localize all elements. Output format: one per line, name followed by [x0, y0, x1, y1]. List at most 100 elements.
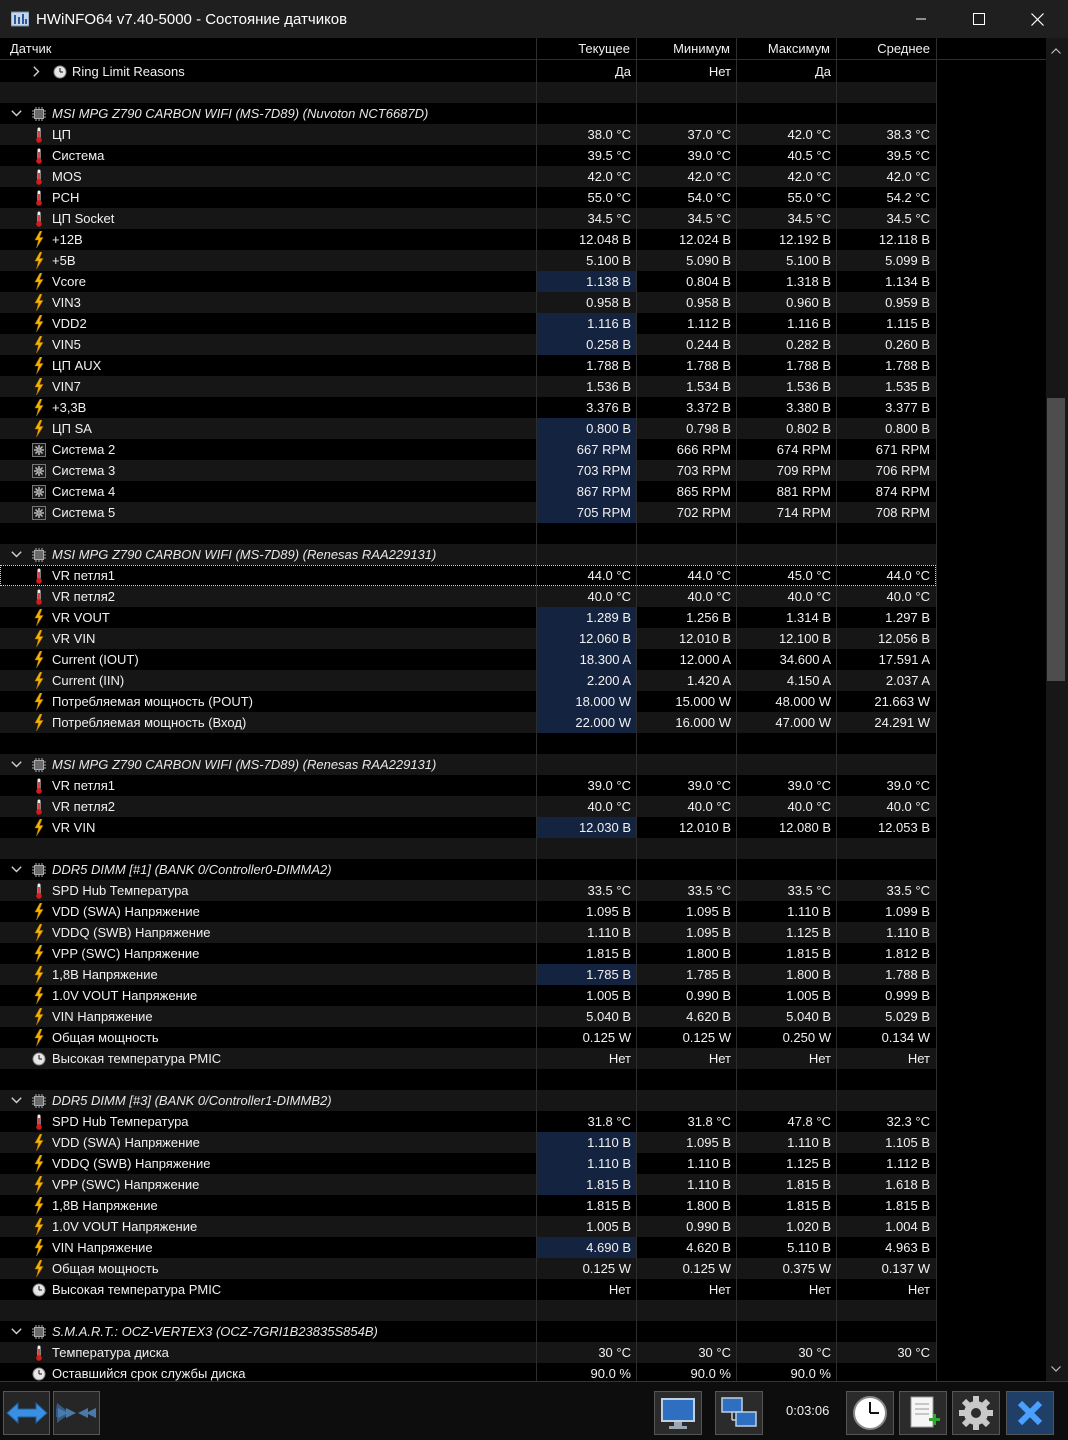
- sensor-row[interactable]: Система 4 867 RPM 865 RPM 881 RPM 874 RPM: [0, 481, 936, 502]
- sensor-row[interactable]: +5В 5.100 В 5.090 В 5.100 В 5.099 В: [0, 250, 936, 271]
- sensor-row[interactable]: Current (IOUT) 18.300 A 12.000 A 34.600 A 17…: [0, 649, 936, 670]
- sensor-group-row[interactable]: DDR5 DIMM [#3] (BANK 0/Controller1-DIMMB…: [0, 1090, 936, 1111]
- sensor-row[interactable]: VIN7 1.536 В 1.534 В 1.536 В 1.535 В: [0, 376, 936, 397]
- sensor-row[interactable]: VR VIN 12.060 В 12.010 В 12.100 В 12.056 В: [0, 628, 936, 649]
- sensor-row[interactable]: VDD (SWA) Напряжение 1.095 В 1.095 В 1.110 …: [0, 901, 936, 922]
- sensor-row[interactable]: VIN3 0.958 В 0.958 В 0.960 В 0.959 В: [0, 292, 936, 313]
- sensor-row[interactable]: Vcore 1.138 В 0.804 В 1.318 В 1.134 В: [0, 271, 936, 292]
- sensor-row[interactable]: Температура диска 30 °C 30 °C 30 °C 30 °C: [0, 1342, 936, 1363]
- sensor-row[interactable]: Current (IIN) 2.200 A 1.420 A 4.150 A 2.037 …: [0, 670, 936, 691]
- sensor-row[interactable]: VR VOUT 1.289 В 1.256 В 1.314 В 1.297 В: [0, 607, 936, 628]
- sensor-row[interactable]: Система 3 703 RPM 703 RPM 709 RPM 706 RPM: [0, 460, 936, 481]
- logging-button[interactable]: [899, 1391, 947, 1435]
- scroll-down-button[interactable]: [1046, 1360, 1066, 1377]
- sensor-row[interactable]: Система 5 705 RPM 702 RPM 714 RPM 708 RPM: [0, 502, 936, 523]
- current-value: 4.690 В: [537, 1237, 637, 1258]
- sensor-row[interactable]: VR петля2 40.0 °C 40.0 °C 40.0 °C 40.0 °C: [0, 796, 936, 817]
- header-current[interactable]: Текущее: [578, 41, 630, 56]
- sensor-row[interactable]: VR петля1 39.0 °C 39.0 °C 39.0 °C 39.0 °C: [0, 775, 936, 796]
- chevron-down-icon[interactable]: [8, 103, 24, 124]
- sensor-label: VIN Напряжение: [52, 1009, 153, 1024]
- current-value: 34.5 °C: [587, 211, 631, 226]
- sensor-row[interactable]: +3,3В 3.376 В 3.372 В 3.380 В 3.377 В: [0, 397, 936, 418]
- sensor-row[interactable]: Ring Limit Reasons Да Нет Да: [0, 61, 936, 82]
- sensor-row[interactable]: ЦП AUX 1.788 В 1.788 В 1.788 В 1.788 В: [0, 355, 936, 376]
- column-divider: [636, 38, 637, 1381]
- minimize-button[interactable]: [892, 0, 950, 38]
- current-value: 5.100 В: [586, 253, 631, 268]
- current-value: 39.5 °C: [587, 148, 631, 163]
- sensor-row[interactable]: ЦП SA 0.800 В 0.798 В 0.802 В 0.800 В: [0, 418, 936, 439]
- sensor-group-row[interactable]: S.M.A.R.T.: OCZ-VERTEX3 (OCZ-7GRI1B23835…: [0, 1321, 936, 1342]
- sensor-row[interactable]: VIN Напряжение 5.040 В 4.620 В 5.040 В 5.029…: [0, 1006, 936, 1027]
- sensor-label: Current (IIN): [52, 673, 125, 688]
- sensor-row[interactable]: Оставшийся срок службы диска 90.0 % 90.0 %…: [0, 1363, 936, 1381]
- vertical-scrollbar[interactable]: [1046, 38, 1068, 1381]
- sensor-row[interactable]: MOS 42.0 °C 42.0 °C 42.0 °C 42.0 °C: [0, 166, 936, 187]
- minimum-value: 1.110 В: [687, 1156, 731, 1171]
- sensor-group-row[interactable]: MSI MPG Z790 CARBON WIFI (MS-7D89) (Rene…: [0, 754, 936, 775]
- sensor-row[interactable]: ЦП Socket 34.5 °C 34.5 °C 34.5 °C 34.5 °C: [0, 208, 936, 229]
- sensor-row[interactable]: VDDQ (SWB) Напряжение 1.110 В 1.095 В 1.125…: [0, 922, 936, 943]
- scroll-up-button[interactable]: [1046, 42, 1066, 59]
- reset-timer-button[interactable]: [846, 1391, 894, 1435]
- expand-columns-button[interactable]: [3, 1391, 50, 1435]
- maximum-value: Нет: [808, 1282, 831, 1297]
- monitor-button[interactable]: [654, 1391, 702, 1435]
- chevron-right-icon[interactable]: [28, 61, 44, 82]
- sensor-row[interactable]: 1,8В Напряжение 1.785 В 1.785 В 1.800 В 1.78…: [0, 964, 936, 985]
- minimum-value: 12.000 A: [679, 652, 731, 667]
- header-average[interactable]: Среднее: [877, 41, 930, 56]
- sensor-row[interactable]: PCH 55.0 °C 54.0 °C 55.0 °C 54.2 °C: [0, 187, 936, 208]
- current-value: 40.0 °C: [587, 799, 631, 814]
- minimum-value: 0.804 В: [686, 274, 731, 289]
- sensor-row[interactable]: 1,8В Напряжение 1.815 В 1.800 В 1.815 В 1.81…: [0, 1195, 936, 1216]
- header-sensor[interactable]: Датчик: [10, 41, 52, 56]
- chevron-down-icon[interactable]: [8, 754, 24, 775]
- scrollbar-thumb[interactable]: [1047, 398, 1065, 681]
- sensor-row[interactable]: VDDQ (SWB) Напряжение 1.110 В 1.110 В 1.125…: [0, 1153, 936, 1174]
- sensor-group-row[interactable]: MSI MPG Z790 CARBON WIFI (MS-7D89) (Nuvo…: [0, 103, 936, 124]
- sensor-row[interactable]: SPD Hub Температура 33.5 °C 33.5 °C 33.5 °C…: [0, 880, 936, 901]
- sensor-row[interactable]: 1.0V VOUT Напряжение 1.005 В 0.990 В 1.020 …: [0, 1216, 936, 1237]
- sensor-row[interactable]: VIN Напряжение 4.690 В 4.620 В 5.110 В 4.963…: [0, 1237, 936, 1258]
- sensor-row[interactable]: Высокая температура PMIC Нет Нет Нет Нет: [0, 1048, 936, 1069]
- sensor-row[interactable]: Высокая температура PMIC Нет Нет Нет Нет: [0, 1279, 936, 1300]
- sensor-row[interactable]: ЦП 38.0 °C 37.0 °C 42.0 °C 38.3 °C: [0, 124, 936, 145]
- sensor-row[interactable]: VPP (SWC) Напряжение 1.815 В 1.110 В 1.815 …: [0, 1174, 936, 1195]
- collapse-columns-button[interactable]: [53, 1391, 100, 1435]
- header-maximum[interactable]: Максимум: [767, 41, 830, 56]
- sensor-row[interactable]: VR VIN 12.030 В 12.010 В 12.080 В 12.053 В: [0, 817, 936, 838]
- sensor-group-row[interactable]: DDR5 DIMM [#1] (BANK 0/Controller0-DIMMA…: [0, 859, 936, 880]
- sensor-row[interactable]: Потребляемая мощность (POUT) 18.000 W 15.0…: [0, 691, 936, 712]
- sensor-row[interactable]: Общая мощность 0.125 W 0.125 W 0.375 W 0.137…: [0, 1258, 936, 1279]
- settings-button[interactable]: [952, 1391, 1000, 1435]
- lightning-icon: [31, 313, 47, 334]
- chevron-down-icon[interactable]: [8, 1090, 24, 1111]
- sensor-label: VR VOUT: [52, 610, 110, 625]
- sensor-row[interactable]: +12В 12.048 В 12.024 В 12.192 В 12.118 В: [0, 229, 936, 250]
- sensor-group-row[interactable]: MSI MPG Z790 CARBON WIFI (MS-7D89) (Rene…: [0, 544, 936, 565]
- chevron-down-icon[interactable]: [8, 544, 24, 565]
- sensor-row[interactable]: Потребляемая мощность (Вход) 22.000 W 16.0…: [0, 712, 936, 733]
- sensor-row[interactable]: 1.0V VOUT Напряжение 1.005 В 0.990 В 1.005 …: [0, 985, 936, 1006]
- sensor-row[interactable]: VIN5 0.258 В 0.244 В 0.282 В 0.260 В: [0, 334, 936, 355]
- network-button[interactable]: [715, 1391, 763, 1435]
- chevron-down-icon[interactable]: [8, 1321, 24, 1342]
- sensor-row[interactable]: VR петля1 44.0 °C 44.0 °C 45.0 °C 44.0 °C: [0, 565, 936, 586]
- maximize-button[interactable]: [950, 0, 1008, 38]
- close-sensors-button[interactable]: [1006, 1391, 1054, 1435]
- sensor-row[interactable]: VDD2 1.116 В 1.112 В 1.116 В 1.115 В: [0, 313, 936, 334]
- minimum-value: 90.0 %: [690, 1366, 731, 1381]
- sensor-row[interactable]: Система 2 667 RPM 666 RPM 674 RPM 671 RPM: [0, 439, 936, 460]
- close-window-button[interactable]: [1008, 0, 1066, 38]
- sensor-row[interactable]: VR петля2 40.0 °C 40.0 °C 40.0 °C 40.0 °C: [0, 586, 936, 607]
- sensor-row[interactable]: Система 39.5 °C 39.0 °C 40.5 °C 39.5 °C: [0, 145, 936, 166]
- sensor-row[interactable]: VDD (SWA) Напряжение 1.110 В 1.095 В 1.110 …: [0, 1132, 936, 1153]
- chevron-down-icon[interactable]: [8, 859, 24, 880]
- header-minimum[interactable]: Минимум: [673, 41, 730, 56]
- sensor-row[interactable]: SPD Hub Температура 31.8 °C 31.8 °C 47.8 °C…: [0, 1111, 936, 1132]
- lightning-icon: [31, 628, 47, 649]
- sensor-row[interactable]: Общая мощность 0.125 W 0.125 W 0.250 W 0.134…: [0, 1027, 936, 1048]
- sensor-row[interactable]: VPP (SWC) Напряжение 1.815 В 1.800 В 1.815 …: [0, 943, 936, 964]
